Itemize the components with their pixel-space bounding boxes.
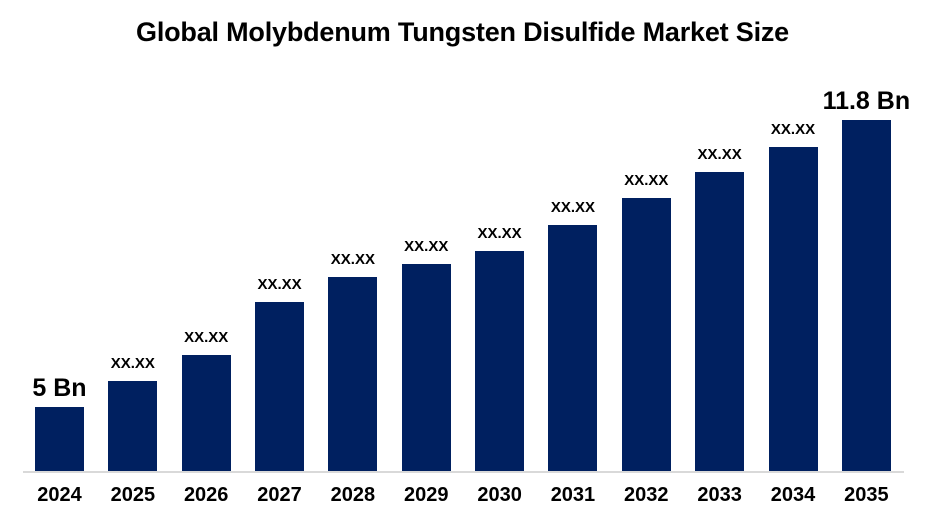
bar-2033: [695, 172, 745, 471]
x-axis-label-2035: 2035: [844, 484, 889, 506]
x-axis-label-2024: 2024: [37, 484, 82, 506]
value-label-2035: 11.8 Bn: [822, 87, 911, 115]
x-axis-label-2033: 2033: [697, 484, 742, 506]
x-axis-label-2028: 2028: [330, 484, 376, 506]
value-label-2029: XX.XX: [404, 238, 449, 255]
value-label-2026: XX.XX: [184, 329, 229, 346]
value-label-2028: XX.XX: [330, 251, 375, 268]
bar-2026: [181, 355, 231, 471]
x-axis-label-2029: 2029: [404, 484, 449, 506]
bar-2035: [841, 120, 891, 471]
value-label-2024: 5 Bn: [32, 374, 87, 402]
x-axis-line: [23, 471, 904, 473]
bar-2025: [108, 381, 158, 471]
bar-2032: [621, 198, 671, 471]
x-axis-label-2025: 2025: [110, 484, 156, 506]
x-axis-label-2032: 2032: [624, 484, 669, 506]
bar-2024: [35, 407, 84, 471]
value-label-2034: XX.XX: [770, 121, 816, 138]
bar-2030: [475, 251, 525, 471]
bar-2029: [401, 264, 451, 471]
chart-title: Global Molybdenum Tungsten Disulfide Mar…: [136, 17, 789, 47]
value-label-2031: XX.XX: [550, 199, 596, 216]
x-axis-label-2034: 2034: [770, 484, 816, 506]
bar-2034: [768, 147, 818, 471]
bar-2028: [328, 277, 378, 471]
bar-2031: [548, 225, 598, 471]
value-label-2032: XX.XX: [624, 172, 669, 189]
x-axis-label-2027: 2027: [257, 484, 302, 506]
value-label-2025: XX.XX: [110, 355, 155, 372]
x-axis-label-2030: 2030: [477, 484, 522, 506]
bar-2027: [255, 302, 305, 471]
value-label-2027: XX.XX: [257, 276, 302, 293]
value-label-2033: XX.XX: [697, 146, 742, 163]
x-axis-label-2031: 2031: [550, 484, 596, 506]
x-axis-label-2026: 2026: [183, 484, 229, 506]
value-label-2030: XX.XX: [477, 225, 522, 242]
